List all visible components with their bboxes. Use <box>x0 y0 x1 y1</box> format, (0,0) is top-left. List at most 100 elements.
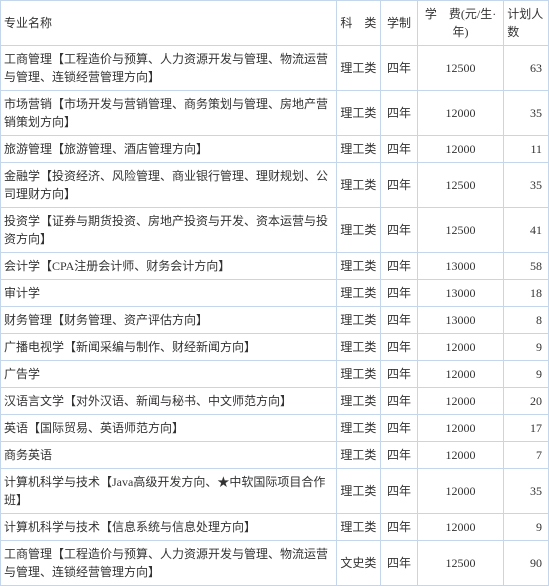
cell-duration: 四年 <box>381 442 418 469</box>
cell-plan: 58 <box>504 253 549 280</box>
cell-major: 英语【国际贸易、英语师范方向】 <box>1 415 337 442</box>
cell-plan: 35 <box>504 163 549 208</box>
cell-major: 投资学【证券与期货投资、房地产投资与开发、资本运营与投资方向】 <box>1 208 337 253</box>
table-row: 计算机科学与技术【Java高级开发方向、★中软国际项目合作班】理工类四年1200… <box>1 469 549 514</box>
cell-plan: 18 <box>504 280 549 307</box>
cell-category: 理工类 <box>336 253 381 280</box>
table-row: 会计学【CPA注册会计师、财务会计方向】理工类四年1300058 <box>1 253 549 280</box>
table-row: 金融学【投资经济、风险管理、商业银行管理、理财规划、公司理财方向】理工类四年12… <box>1 163 549 208</box>
table-row: 广告学理工类四年120009 <box>1 361 549 388</box>
table-row: 广播电视学【新闻采编与制作、财经新闻方向】理工类四年120009 <box>1 334 549 361</box>
cell-major: 会计学【CPA注册会计师、财务会计方向】 <box>1 253 337 280</box>
majors-table: 专业名称 科 类 学制 学 费(元/生·年) 计划人数 工商管理【工程造价与预算… <box>0 0 549 586</box>
cell-duration: 四年 <box>381 163 418 208</box>
cell-plan: 9 <box>504 361 549 388</box>
cell-major: 计算机科学与技术【信息系统与信息处理方向】 <box>1 514 337 541</box>
cell-fee: 12500 <box>417 208 503 253</box>
cell-major: 工商管理【工程造价与预算、人力资源开发与管理、物流运营与管理、连锁经营管理方向】 <box>1 46 337 91</box>
table-row: 计算机科学与技术【信息系统与信息处理方向】理工类四年120009 <box>1 514 549 541</box>
cell-major: 旅游管理【旅游管理、酒店管理方向】 <box>1 136 337 163</box>
cell-duration: 四年 <box>381 253 418 280</box>
table-row: 财务管理【财务管理、资产评估方向】理工类四年130008 <box>1 307 549 334</box>
table-row: 旅游管理【旅游管理、酒店管理方向】理工类四年1200011 <box>1 136 549 163</box>
cell-category: 理工类 <box>336 388 381 415</box>
cell-fee: 12000 <box>417 514 503 541</box>
cell-fee: 13000 <box>417 280 503 307</box>
table-body: 工商管理【工程造价与预算、人力资源开发与管理、物流运营与管理、连锁经营管理方向】… <box>1 46 549 586</box>
cell-category: 理工类 <box>336 514 381 541</box>
cell-fee: 12000 <box>417 442 503 469</box>
cell-duration: 四年 <box>381 361 418 388</box>
cell-fee: 12000 <box>417 415 503 442</box>
cell-fee: 12500 <box>417 46 503 91</box>
cell-plan: 35 <box>504 469 549 514</box>
table-row: 投资学【证券与期货投资、房地产投资与开发、资本运营与投资方向】理工类四年1250… <box>1 208 549 253</box>
cell-major: 广告学 <box>1 361 337 388</box>
cell-major: 计算机科学与技术【Java高级开发方向、★中软国际项目合作班】 <box>1 469 337 514</box>
cell-plan: 7 <box>504 442 549 469</box>
cell-major: 商务英语 <box>1 442 337 469</box>
table-row: 市场营销【市场开发与营销管理、商务策划与管理、房地产营销策划方向】理工类四年12… <box>1 91 549 136</box>
cell-duration: 四年 <box>381 541 418 586</box>
cell-fee: 12000 <box>417 136 503 163</box>
cell-major: 财务管理【财务管理、资产评估方向】 <box>1 307 337 334</box>
cell-major: 市场营销【市场开发与营销管理、商务策划与管理、房地产营销策划方向】 <box>1 91 337 136</box>
cell-duration: 四年 <box>381 136 418 163</box>
cell-category: 理工类 <box>336 361 381 388</box>
cell-duration: 四年 <box>381 388 418 415</box>
cell-category: 理工类 <box>336 334 381 361</box>
cell-plan: 9 <box>504 514 549 541</box>
cell-duration: 四年 <box>381 46 418 91</box>
cell-category: 文史类 <box>336 541 381 586</box>
cell-duration: 四年 <box>381 415 418 442</box>
cell-plan: 8 <box>504 307 549 334</box>
table-row: 商务英语理工类四年120007 <box>1 442 549 469</box>
cell-category: 理工类 <box>336 469 381 514</box>
cell-duration: 四年 <box>381 91 418 136</box>
cell-fee: 12500 <box>417 541 503 586</box>
cell-major: 金融学【投资经济、风险管理、商业银行管理、理财规划、公司理财方向】 <box>1 163 337 208</box>
header-major: 专业名称 <box>1 1 337 46</box>
cell-duration: 四年 <box>381 280 418 307</box>
cell-category: 理工类 <box>336 307 381 334</box>
cell-major: 审计学 <box>1 280 337 307</box>
cell-duration: 四年 <box>381 208 418 253</box>
cell-duration: 四年 <box>381 334 418 361</box>
cell-category: 理工类 <box>336 163 381 208</box>
cell-fee: 12000 <box>417 334 503 361</box>
table-row: 审计学理工类四年1300018 <box>1 280 549 307</box>
cell-category: 理工类 <box>336 136 381 163</box>
cell-duration: 四年 <box>381 307 418 334</box>
cell-major: 工商管理【工程造价与预算、人力资源开发与管理、物流运营与管理、连锁经营管理方向】 <box>1 541 337 586</box>
cell-category: 理工类 <box>336 442 381 469</box>
cell-fee: 12000 <box>417 361 503 388</box>
cell-plan: 20 <box>504 388 549 415</box>
cell-plan: 11 <box>504 136 549 163</box>
cell-fee: 12000 <box>417 469 503 514</box>
cell-plan: 17 <box>504 415 549 442</box>
cell-fee: 12000 <box>417 91 503 136</box>
table-row: 工商管理【工程造价与预算、人力资源开发与管理、物流运营与管理、连锁经营管理方向】… <box>1 46 549 91</box>
header-duration: 学制 <box>381 1 418 46</box>
table-row: 汉语言文学【对外汉语、新闻与秘书、中文师范方向】理工类四年1200020 <box>1 388 549 415</box>
cell-plan: 63 <box>504 46 549 91</box>
cell-fee: 12000 <box>417 388 503 415</box>
cell-major: 汉语言文学【对外汉语、新闻与秘书、中文师范方向】 <box>1 388 337 415</box>
cell-plan: 90 <box>504 541 549 586</box>
cell-category: 理工类 <box>336 280 381 307</box>
cell-plan: 41 <box>504 208 549 253</box>
cell-duration: 四年 <box>381 469 418 514</box>
cell-fee: 12500 <box>417 163 503 208</box>
header-category: 科 类 <box>336 1 381 46</box>
cell-plan: 35 <box>504 91 549 136</box>
cell-category: 理工类 <box>336 91 381 136</box>
cell-category: 理工类 <box>336 46 381 91</box>
cell-duration: 四年 <box>381 514 418 541</box>
cell-fee: 13000 <box>417 253 503 280</box>
cell-category: 理工类 <box>336 415 381 442</box>
cell-plan: 9 <box>504 334 549 361</box>
table-row: 英语【国际贸易、英语师范方向】理工类四年1200017 <box>1 415 549 442</box>
header-row: 专业名称 科 类 学制 学 费(元/生·年) 计划人数 <box>1 1 549 46</box>
cell-major: 广播电视学【新闻采编与制作、财经新闻方向】 <box>1 334 337 361</box>
cell-category: 理工类 <box>336 208 381 253</box>
